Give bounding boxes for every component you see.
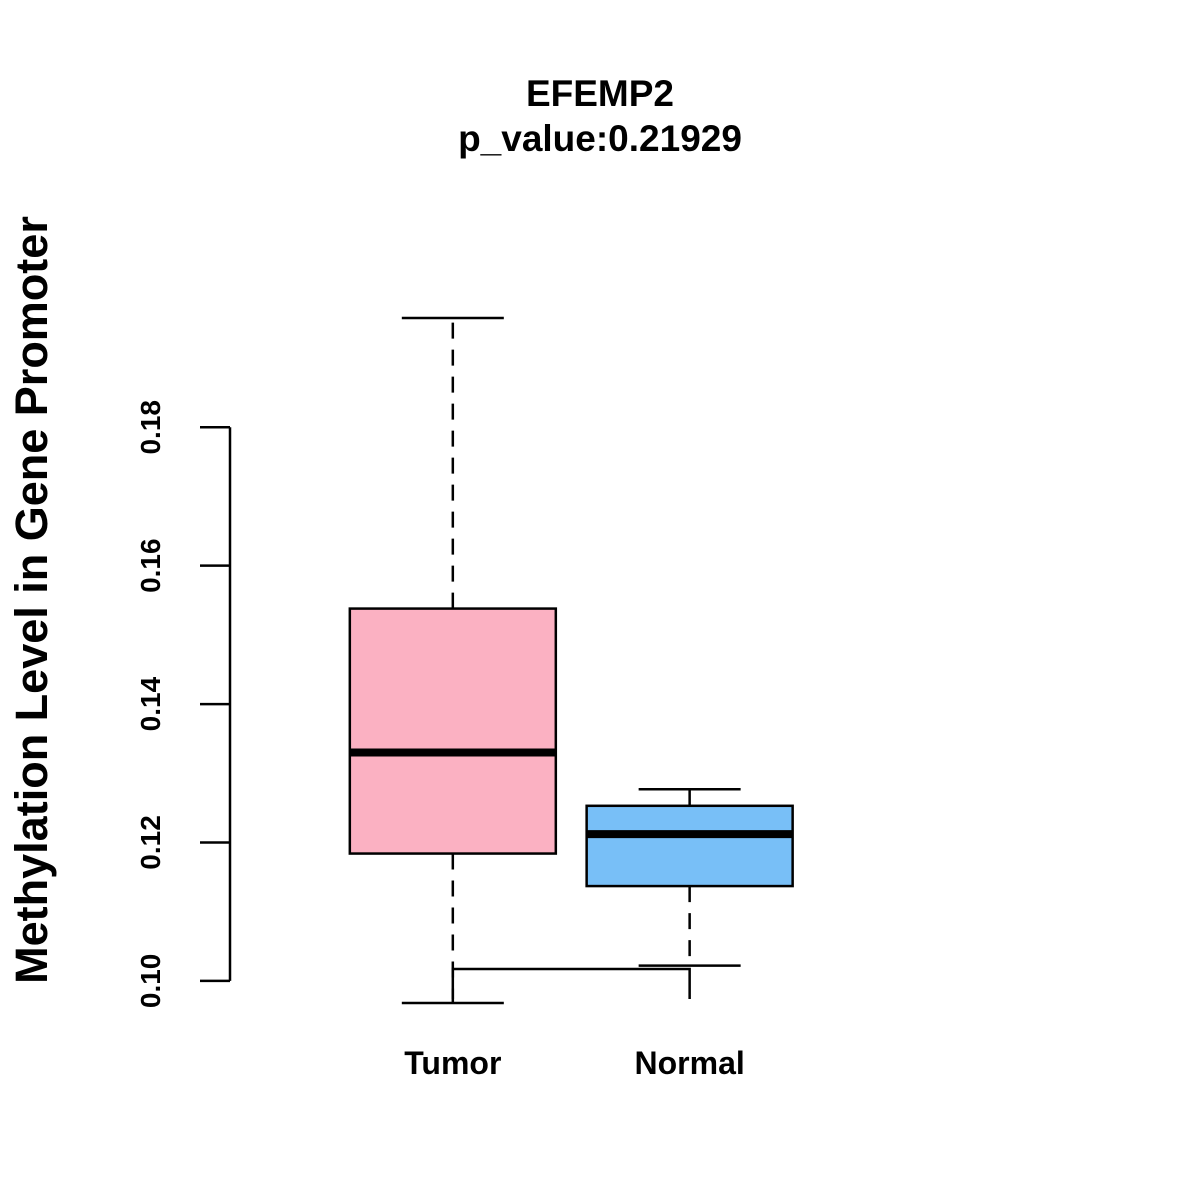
chart-subtitle: p_value:0.21929: [458, 118, 742, 159]
iqr-box: [585, 804, 794, 888]
bracket-line: [451, 967, 691, 999]
category-labels: Tumor Normal: [404, 1045, 745, 1081]
y-tick-label: 0.14: [135, 676, 166, 731]
y-tick-label: 0.18: [135, 400, 166, 455]
y-axis: 0.10 0.12 0.14 0.16 0.18: [135, 400, 232, 1009]
y-axis-label: Methylation Level in Gene Promoter: [6, 216, 57, 984]
box-group: [348, 316, 794, 1005]
significance-bracket: [451, 967, 691, 999]
box-tumor: [348, 316, 558, 1005]
category-label-normal: Normal: [635, 1045, 745, 1081]
iqr-box: [348, 607, 558, 855]
y-tick-label: 0.12: [135, 815, 166, 870]
category-label-tumor: Tumor: [404, 1045, 501, 1081]
chart-title: EFEMP2: [526, 73, 674, 114]
y-tick-label: 0.10: [135, 954, 166, 1009]
y-tick-label: 0.16: [135, 538, 166, 593]
box-normal: [585, 787, 794, 967]
